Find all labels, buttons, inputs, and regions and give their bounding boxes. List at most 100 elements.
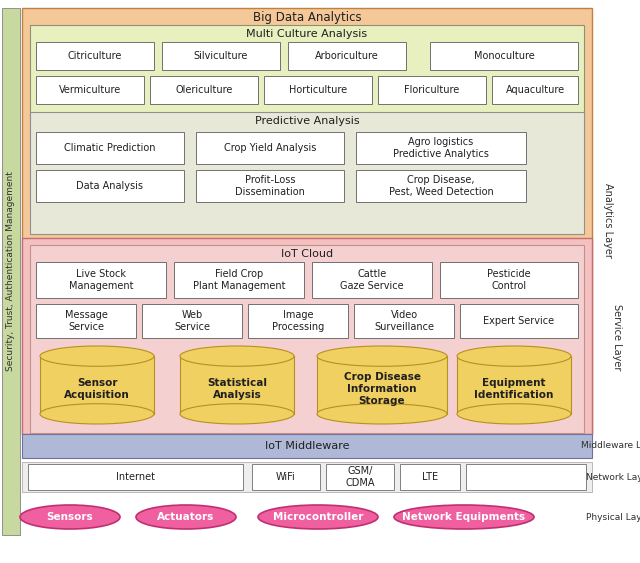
Text: Vermiculture: Vermiculture (59, 85, 121, 95)
Text: Crop Disease
Information
Storage: Crop Disease Information Storage (344, 372, 420, 405)
Text: Network Layer: Network Layer (586, 472, 640, 481)
Bar (317, 356, 447, 414)
Text: GSM/
CDMA: GSM/ CDMA (345, 466, 375, 488)
Text: IoT Middleware: IoT Middleware (265, 441, 349, 451)
Bar (22, 238, 592, 434)
Bar (326, 464, 394, 490)
Bar (36, 262, 166, 298)
Text: Agro logistics
Predictive Analytics: Agro logistics Predictive Analytics (393, 137, 489, 159)
Bar (457, 356, 571, 414)
Text: Statistical
Analysis: Statistical Analysis (207, 378, 267, 400)
Text: Aquaculture: Aquaculture (506, 85, 564, 95)
Ellipse shape (457, 346, 571, 367)
Text: IoT Cloud: IoT Cloud (281, 249, 333, 259)
Bar (430, 42, 578, 70)
Text: WiFi: WiFi (276, 472, 296, 482)
Ellipse shape (180, 404, 294, 424)
Text: Pesticide
Control: Pesticide Control (487, 269, 531, 291)
Bar (36, 170, 184, 202)
Bar (460, 304, 578, 338)
Bar (36, 132, 184, 164)
Ellipse shape (258, 505, 378, 529)
Text: Field Crop
Plant Management: Field Crop Plant Management (193, 269, 285, 291)
Bar (440, 262, 578, 298)
Text: Video
Surveillance: Video Surveillance (374, 310, 434, 332)
Bar (150, 76, 258, 104)
Bar (30, 25, 584, 203)
Ellipse shape (20, 505, 120, 529)
Ellipse shape (40, 346, 154, 367)
Bar (36, 76, 144, 104)
Bar (162, 42, 280, 70)
Bar (196, 170, 344, 202)
Text: LTE: LTE (422, 472, 438, 482)
Text: Crop Disease,
Pest, Weed Detection: Crop Disease, Pest, Weed Detection (388, 175, 493, 197)
Bar (400, 464, 460, 490)
Text: Equipment
Identification: Equipment Identification (474, 378, 554, 400)
Bar (264, 76, 372, 104)
Text: Crop Yield Analysis: Crop Yield Analysis (224, 143, 316, 153)
Text: Citriculture: Citriculture (68, 51, 122, 61)
Text: Floriculture: Floriculture (404, 85, 460, 95)
Text: Silviculture: Silviculture (194, 51, 248, 61)
Bar (356, 132, 526, 164)
Text: Monoculture: Monoculture (474, 51, 534, 61)
Text: Multi Culture Analysis: Multi Culture Analysis (246, 29, 367, 39)
Text: Physical Layer: Physical Layer (586, 512, 640, 521)
Bar (2, 8, 20, 535)
Ellipse shape (317, 346, 447, 367)
Bar (248, 304, 348, 338)
Ellipse shape (317, 404, 447, 424)
Text: Internet: Internet (116, 472, 155, 482)
Bar (492, 76, 578, 104)
Ellipse shape (136, 505, 236, 529)
Bar (466, 464, 586, 490)
Text: Olericulture: Olericulture (175, 85, 233, 95)
Bar (36, 42, 154, 70)
Bar (36, 304, 136, 338)
Ellipse shape (394, 505, 534, 529)
Bar (378, 76, 486, 104)
Text: Sensor
Acquisition: Sensor Acquisition (64, 378, 130, 400)
Text: Web
Service: Web Service (174, 310, 210, 332)
Text: Microcontroller: Microcontroller (273, 512, 363, 522)
Bar (28, 464, 243, 490)
Text: Predictive Analysis: Predictive Analysis (255, 116, 359, 126)
Bar (40, 356, 154, 414)
Bar (312, 262, 432, 298)
Text: Arboriculture: Arboriculture (315, 51, 379, 61)
Bar (196, 132, 344, 164)
Ellipse shape (180, 346, 294, 367)
Text: Analytics Layer: Analytics Layer (603, 182, 613, 257)
Text: Expert Service: Expert Service (483, 316, 555, 326)
Text: Actuators: Actuators (157, 512, 214, 522)
Text: Image
Processing: Image Processing (272, 310, 324, 332)
Bar (30, 245, 584, 433)
Bar (30, 112, 584, 234)
Bar (22, 8, 592, 434)
Text: Big Data Analytics: Big Data Analytics (253, 11, 362, 25)
Text: Sensors: Sensors (47, 512, 93, 522)
Text: Network Equipments: Network Equipments (403, 512, 525, 522)
Bar (288, 42, 406, 70)
Bar (142, 304, 242, 338)
Bar (252, 464, 320, 490)
Bar (174, 262, 304, 298)
Bar (356, 170, 526, 202)
Bar (354, 304, 454, 338)
Text: Profit-Loss
Dissemination: Profit-Loss Dissemination (235, 175, 305, 197)
Text: Middleware Layer: Middleware Layer (581, 441, 640, 450)
Bar (22, 434, 592, 458)
Bar (180, 356, 294, 414)
Text: Message
Service: Message Service (65, 310, 108, 332)
Text: Climatic Prediction: Climatic Prediction (64, 143, 156, 153)
Ellipse shape (40, 404, 154, 424)
Text: Service Layer: Service Layer (612, 304, 622, 370)
Text: Security, Trust, Authentication Management: Security, Trust, Authentication Manageme… (6, 171, 15, 371)
Text: Data Analysis: Data Analysis (77, 181, 143, 191)
Text: Cattle
Gaze Service: Cattle Gaze Service (340, 269, 404, 291)
Text: Horticulture: Horticulture (289, 85, 347, 95)
Bar (22, 462, 592, 492)
Ellipse shape (457, 404, 571, 424)
Text: Live Stock
Management: Live Stock Management (68, 269, 133, 291)
